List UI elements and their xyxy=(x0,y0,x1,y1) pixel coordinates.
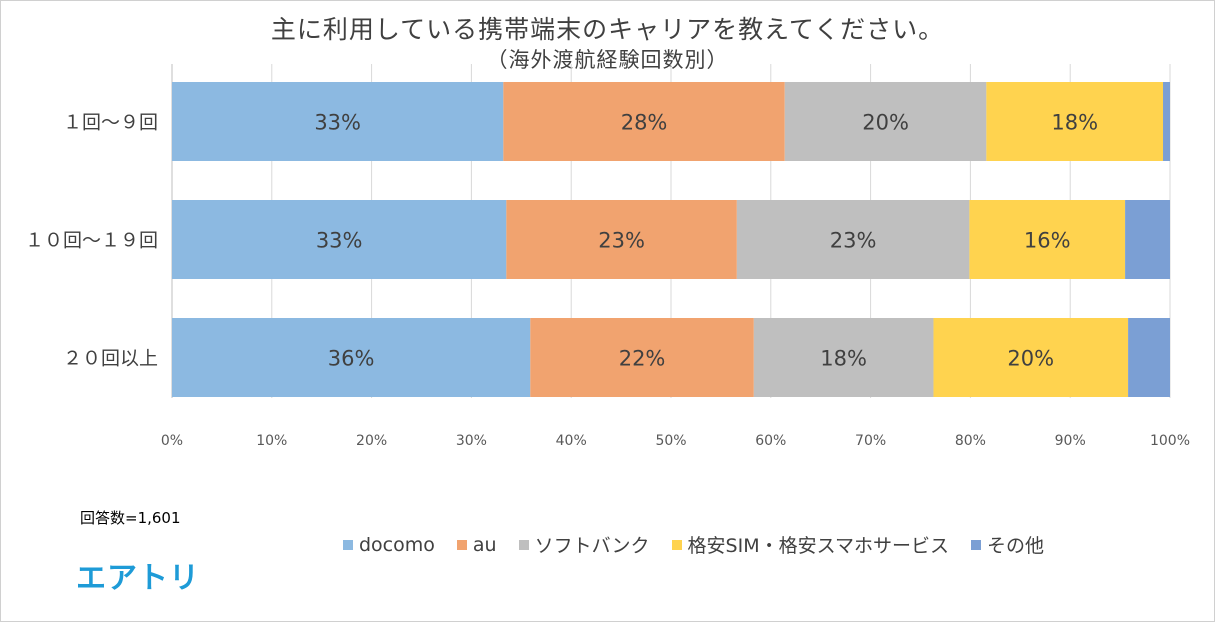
category-label: １０回～１９回 xyxy=(25,230,158,252)
legend-item: その他 xyxy=(971,531,1044,558)
data-label: 16% xyxy=(1024,229,1071,253)
legend-item: ソフトバンク xyxy=(518,531,650,558)
legend-label: au xyxy=(472,533,497,556)
chart-legend: docomo au ソフトバンク 格安SIM・格安スマホサービス その他 xyxy=(343,531,1066,558)
airtrip-logo: エアトリ xyxy=(76,561,200,596)
bar-segment xyxy=(503,82,785,161)
x-tick-label: 10% xyxy=(256,433,287,449)
data-label: 33% xyxy=(314,111,361,135)
bar-segment xyxy=(530,318,754,397)
legend-label: 格安SIM・格安スマホサービス xyxy=(687,535,950,557)
x-tick-label: 30% xyxy=(456,433,487,449)
x-tick-label: 20% xyxy=(356,433,387,449)
data-label: 18% xyxy=(1051,111,1098,135)
bar-segment xyxy=(1163,82,1170,161)
x-tick-label: 0% xyxy=(161,433,183,449)
data-label: 23% xyxy=(598,229,645,253)
x-tick-label: 50% xyxy=(655,433,686,449)
data-label: 23% xyxy=(830,229,877,253)
bar-segment xyxy=(784,82,987,161)
bar-segment xyxy=(1128,318,1170,397)
bar-segment xyxy=(753,318,934,397)
legend-swatch xyxy=(456,539,467,550)
legend-swatch xyxy=(518,539,529,550)
legend-label: docomo xyxy=(359,533,435,556)
bar-segment xyxy=(172,200,507,279)
legend-item: au xyxy=(456,533,497,556)
legend-swatch xyxy=(971,539,982,550)
legend-item: 格安SIM・格安スマホサービス xyxy=(671,531,950,558)
chart-subtitle: （海外渡航経験回数別） xyxy=(486,48,729,72)
bar-segment xyxy=(172,318,531,397)
data-label: 28% xyxy=(621,111,668,135)
category-label: ２０回以上 xyxy=(63,348,158,370)
x-tick-label: 80% xyxy=(955,433,986,449)
legend-label: ソフトバンク xyxy=(534,535,650,557)
category-label: １回～９回 xyxy=(63,112,158,134)
bar-segment xyxy=(1125,200,1170,279)
data-label: 18% xyxy=(820,347,867,371)
x-tick-label: 100% xyxy=(1150,433,1190,449)
bar-segment xyxy=(506,200,737,279)
data-label: 33% xyxy=(316,229,363,253)
data-label: 20% xyxy=(1007,347,1054,371)
x-tick-label: 90% xyxy=(1055,433,1086,449)
legend-swatch xyxy=(343,539,353,550)
chart-title: 主に利用している携帯端末のキャリアを教えてください。 xyxy=(270,15,945,44)
bar-segment xyxy=(933,318,1129,397)
response-count-note: 回答数=1,601 xyxy=(80,509,181,527)
bar-segment xyxy=(986,82,1164,161)
data-label: 20% xyxy=(862,111,909,135)
bar-segment xyxy=(969,200,1126,279)
x-tick-label: 40% xyxy=(556,433,587,449)
bar-segment xyxy=(736,200,970,279)
legend-label: その他 xyxy=(987,535,1045,557)
bar-segment xyxy=(172,82,504,161)
legend-item: docomo xyxy=(343,534,435,556)
x-tick-label: 70% xyxy=(855,433,886,449)
data-label: 36% xyxy=(328,347,375,371)
data-label: 22% xyxy=(619,347,666,371)
x-tick-label: 60% xyxy=(755,433,786,449)
legend-swatch xyxy=(671,539,682,550)
